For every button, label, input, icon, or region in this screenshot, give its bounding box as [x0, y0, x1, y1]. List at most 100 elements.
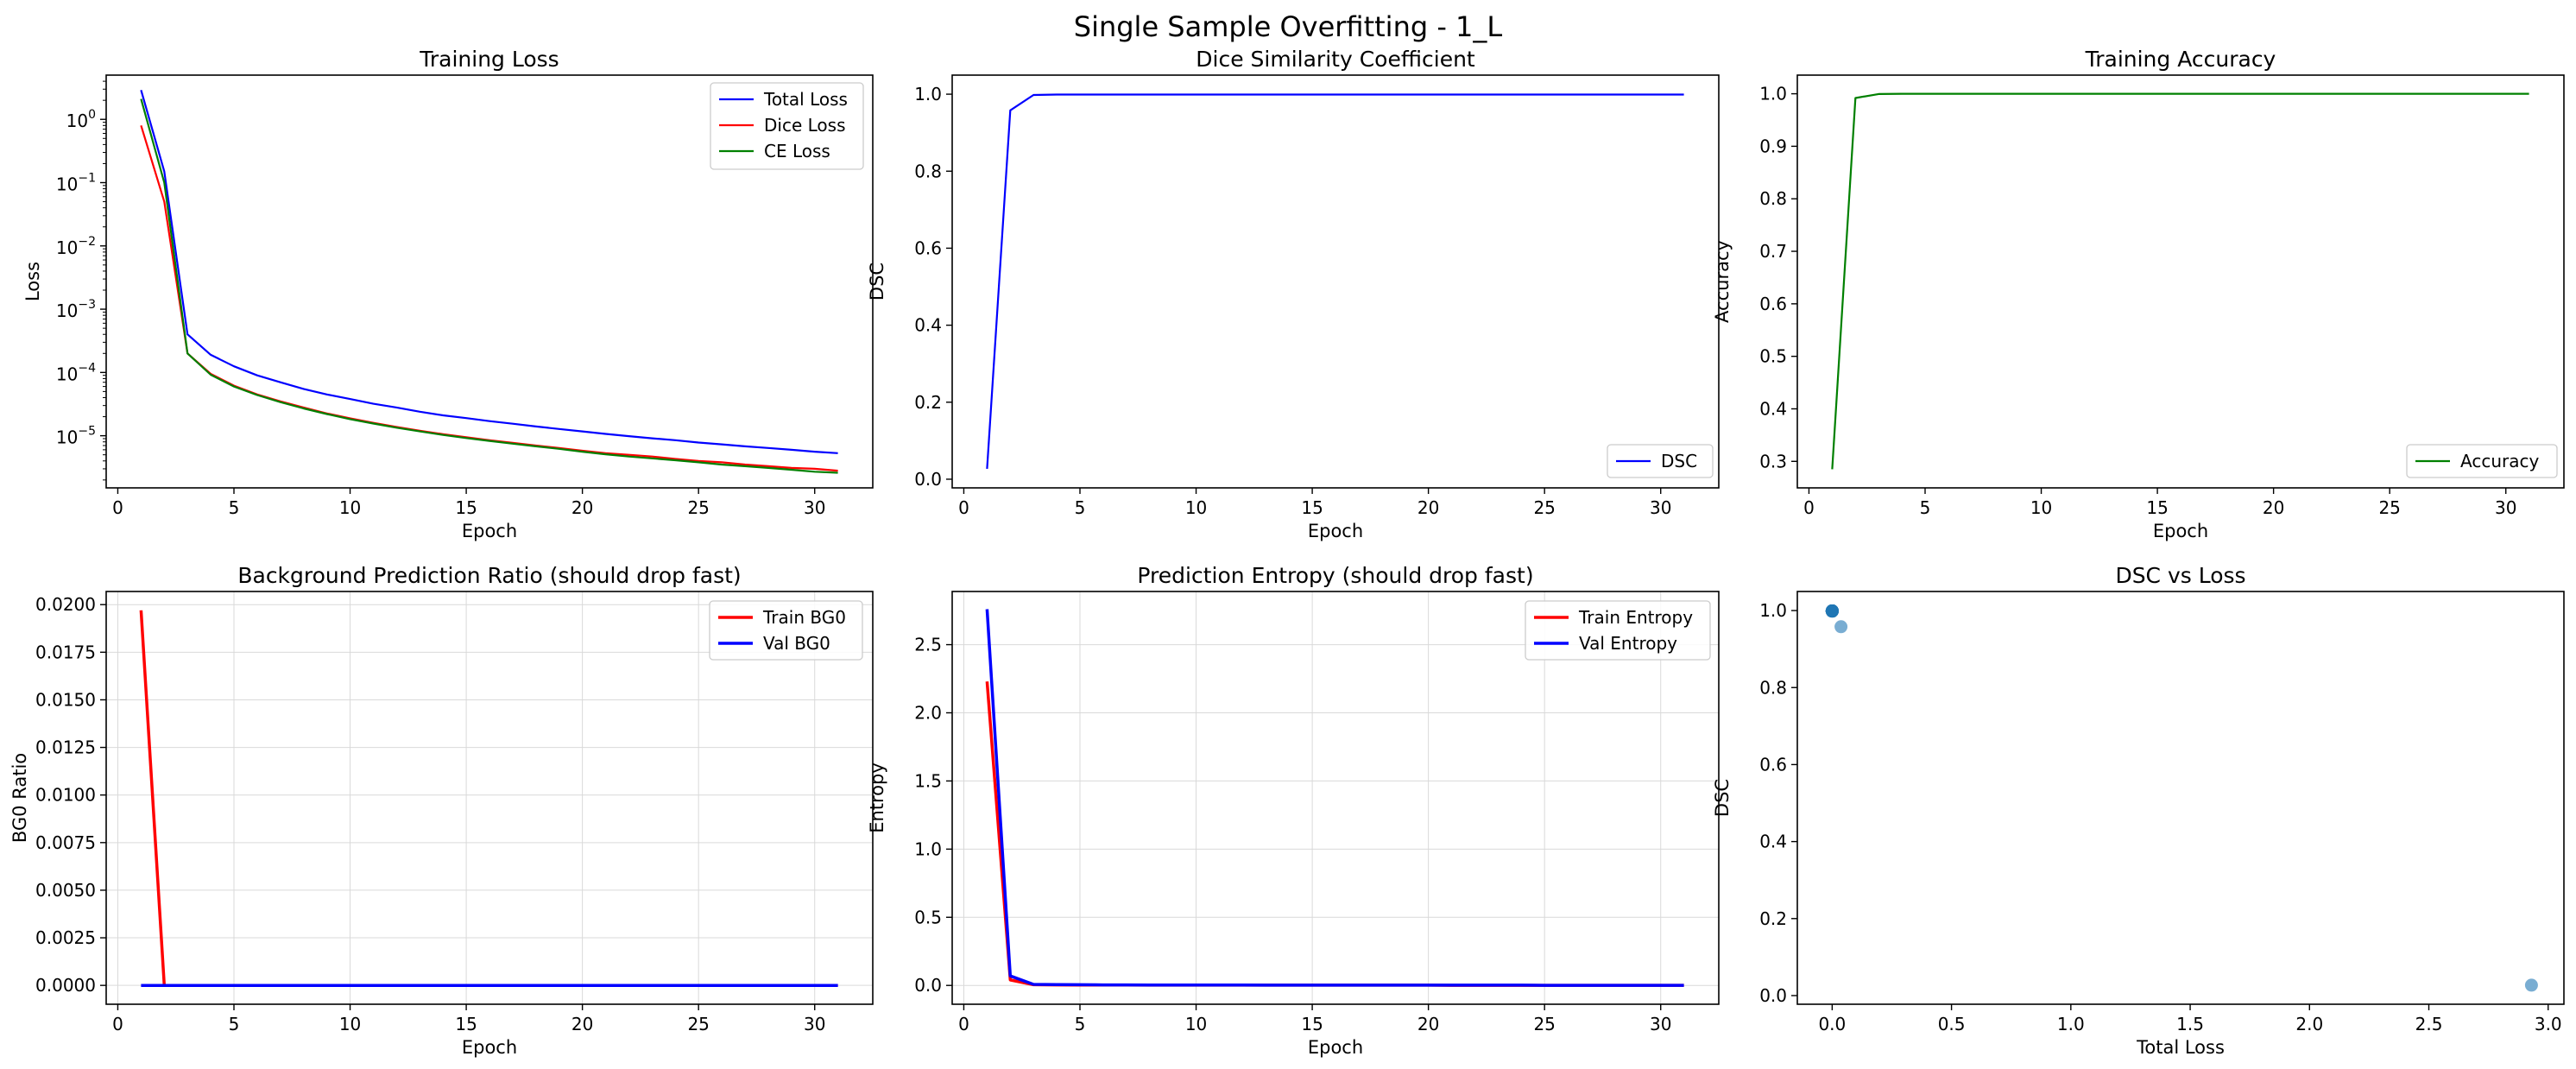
x-tick-label: 20 [2263, 497, 2284, 518]
legend: DSC [1607, 444, 1714, 478]
y-tick-label: 0.4 [1759, 398, 1787, 419]
x-tick-label: 0 [958, 497, 969, 518]
x-axis-label: Epoch [462, 521, 517, 541]
legend-box [1607, 444, 1714, 478]
subplot-title: DSC vs Loss [2115, 563, 2245, 588]
subplot-title: Training Accuracy [2085, 47, 2276, 72]
x-tick-label: 0 [112, 1014, 123, 1034]
series-line-val-entropy [985, 609, 1684, 987]
legend: Total Loss Dice Loss CE Loss [710, 82, 864, 170]
y-tick-label: 100 [66, 108, 96, 131]
legend-label: Dice Loss [764, 115, 845, 136]
x-tick-label: 30 [1650, 1014, 1671, 1034]
y-tick-label: 1.0 [914, 84, 942, 104]
x-axis-label: Epoch [1308, 1037, 1363, 1058]
subplot-training-accuracy: 0 5 10 15 20 25 30 0.3 0.4 0.5 0.6 0.7 0.8 0.9 1.0 Trai… [1712, 47, 2565, 541]
x-tick-label: 10 [1185, 497, 1207, 518]
axes-frame [105, 591, 874, 1005]
figure-title: Single Sample Overfitting - 1_L [1074, 10, 1503, 43]
y-tick-label: 2.0 [914, 702, 942, 723]
x-axis-label: Epoch [1308, 521, 1363, 541]
x-tick-label: 30 [804, 497, 825, 518]
y-axis-label: DSC [1712, 779, 1733, 817]
y-tick-label: 0.6 [1759, 754, 1787, 775]
legend-label: CE Loss [764, 141, 830, 161]
x-tick-label: 0.0 [1818, 1014, 1846, 1034]
x-tick-label: 25 [2378, 497, 2400, 518]
x-tick-label: 20 [571, 497, 593, 518]
x-axis-label: Epoch [2153, 521, 2208, 541]
legend-box [709, 600, 863, 661]
y-axis-label: Loss [22, 262, 43, 301]
y-axis-label: Accuracy [1712, 240, 1733, 323]
legend-label: Accuracy [2460, 451, 2539, 471]
x-tick-label: 25 [687, 1014, 709, 1034]
y-tick-label: 0.2 [1759, 908, 1787, 929]
y-tick-label: 1.5 [914, 770, 942, 791]
x-tick-label: 20 [1417, 497, 1439, 518]
x-tick-label: 25 [687, 497, 709, 518]
y-tick-label: 0.0125 [35, 737, 96, 758]
y-tick-label: 0.4 [914, 315, 942, 336]
x-tick-label: 0.5 [1938, 1014, 1966, 1034]
y-axis-label: DSC [867, 263, 887, 300]
plot-area [986, 93, 1684, 469]
subplot-dsc-vs-loss: 0.0 0.5 1.0 1.5 2.0 2.5 3.0 0.0 0.2 0.4 0.6 0.8 1.0 D… [1712, 563, 2565, 1058]
y-tick-label: 0.2 [914, 392, 942, 413]
series-line-total-loss [140, 89, 838, 454]
legend-box [1525, 600, 1711, 661]
x-tick-label: 25 [1533, 1014, 1555, 1034]
legend-label: DSC [1661, 451, 1697, 471]
y-tick-label: 0.9 [1759, 136, 1787, 156]
y-tick-label: 0.0025 [35, 927, 96, 948]
legend: Accuracy [2406, 444, 2558, 478]
y-axis-label: BG0 Ratio [9, 753, 30, 843]
y-tick-label: 1.0 [1759, 84, 1787, 104]
axes-frame [951, 74, 1720, 489]
y-tick-label: 0.0000 [35, 975, 96, 996]
subplot-title: Training Loss [419, 47, 559, 72]
x-tick-label: 3.0 [2535, 1014, 2562, 1034]
x-tick-label: 30 [2495, 497, 2516, 518]
y-tick-label: 0.8 [1759, 188, 1787, 209]
y-tick-label: 10−3 [56, 298, 96, 321]
x-tick-label: 10 [2030, 497, 2052, 518]
x-tick-label: 10 [339, 1014, 361, 1034]
x-tick-label: 15 [1301, 1014, 1323, 1034]
plot-area [1825, 604, 2538, 992]
legend-box [2406, 444, 2558, 478]
x-tick-label: 20 [571, 1014, 593, 1034]
y-tick-label: 0.5 [1759, 346, 1787, 367]
y-tick-label: 10−1 [56, 172, 96, 195]
subplot-training-loss: 0 5 10 15 20 25 30 10−5 10−4 10−3 10−2 10−1 100 Train… [22, 47, 874, 541]
y-tick-label: 0.0075 [35, 832, 96, 853]
x-tick-label: 15 [2146, 497, 2168, 518]
y-tick-label: 0.0175 [35, 642, 96, 662]
axes-frame [1796, 591, 2565, 1005]
y-tick-label: 0.0150 [35, 689, 96, 710]
y-axis-label: Entropy [867, 762, 887, 833]
y-tick-label: 0.0200 [35, 594, 96, 615]
x-tick-label: 25 [1533, 497, 1555, 518]
axes-frame [1796, 74, 2565, 489]
y-tick-label: 0.7 [1759, 241, 1787, 262]
x-tick-label: 30 [1650, 497, 1671, 518]
y-tick-label: 0.6 [1759, 294, 1787, 314]
y-tick-label: 1.0 [914, 838, 942, 859]
y-tick-label: 0.4 [1759, 832, 1787, 852]
plot-area [985, 609, 1684, 987]
y-tick-label: 0.0 [1759, 985, 1787, 1006]
plot-area [1831, 92, 2529, 470]
x-tick-label: 0 [112, 497, 123, 518]
subplot-title: Background Prediction Ratio (should drop… [237, 563, 741, 588]
axes-frame [105, 74, 874, 489]
y-tick-label: 1.0 [1759, 600, 1787, 621]
x-axis-label: Epoch [462, 1037, 517, 1058]
y-tick-label: 0.8 [914, 161, 942, 181]
scatter-point [1834, 620, 1848, 634]
legend-label: Train BG0 [762, 607, 846, 628]
plot-area [139, 610, 838, 987]
subplot-title: Dice Similarity Coefficient [1196, 47, 1475, 72]
